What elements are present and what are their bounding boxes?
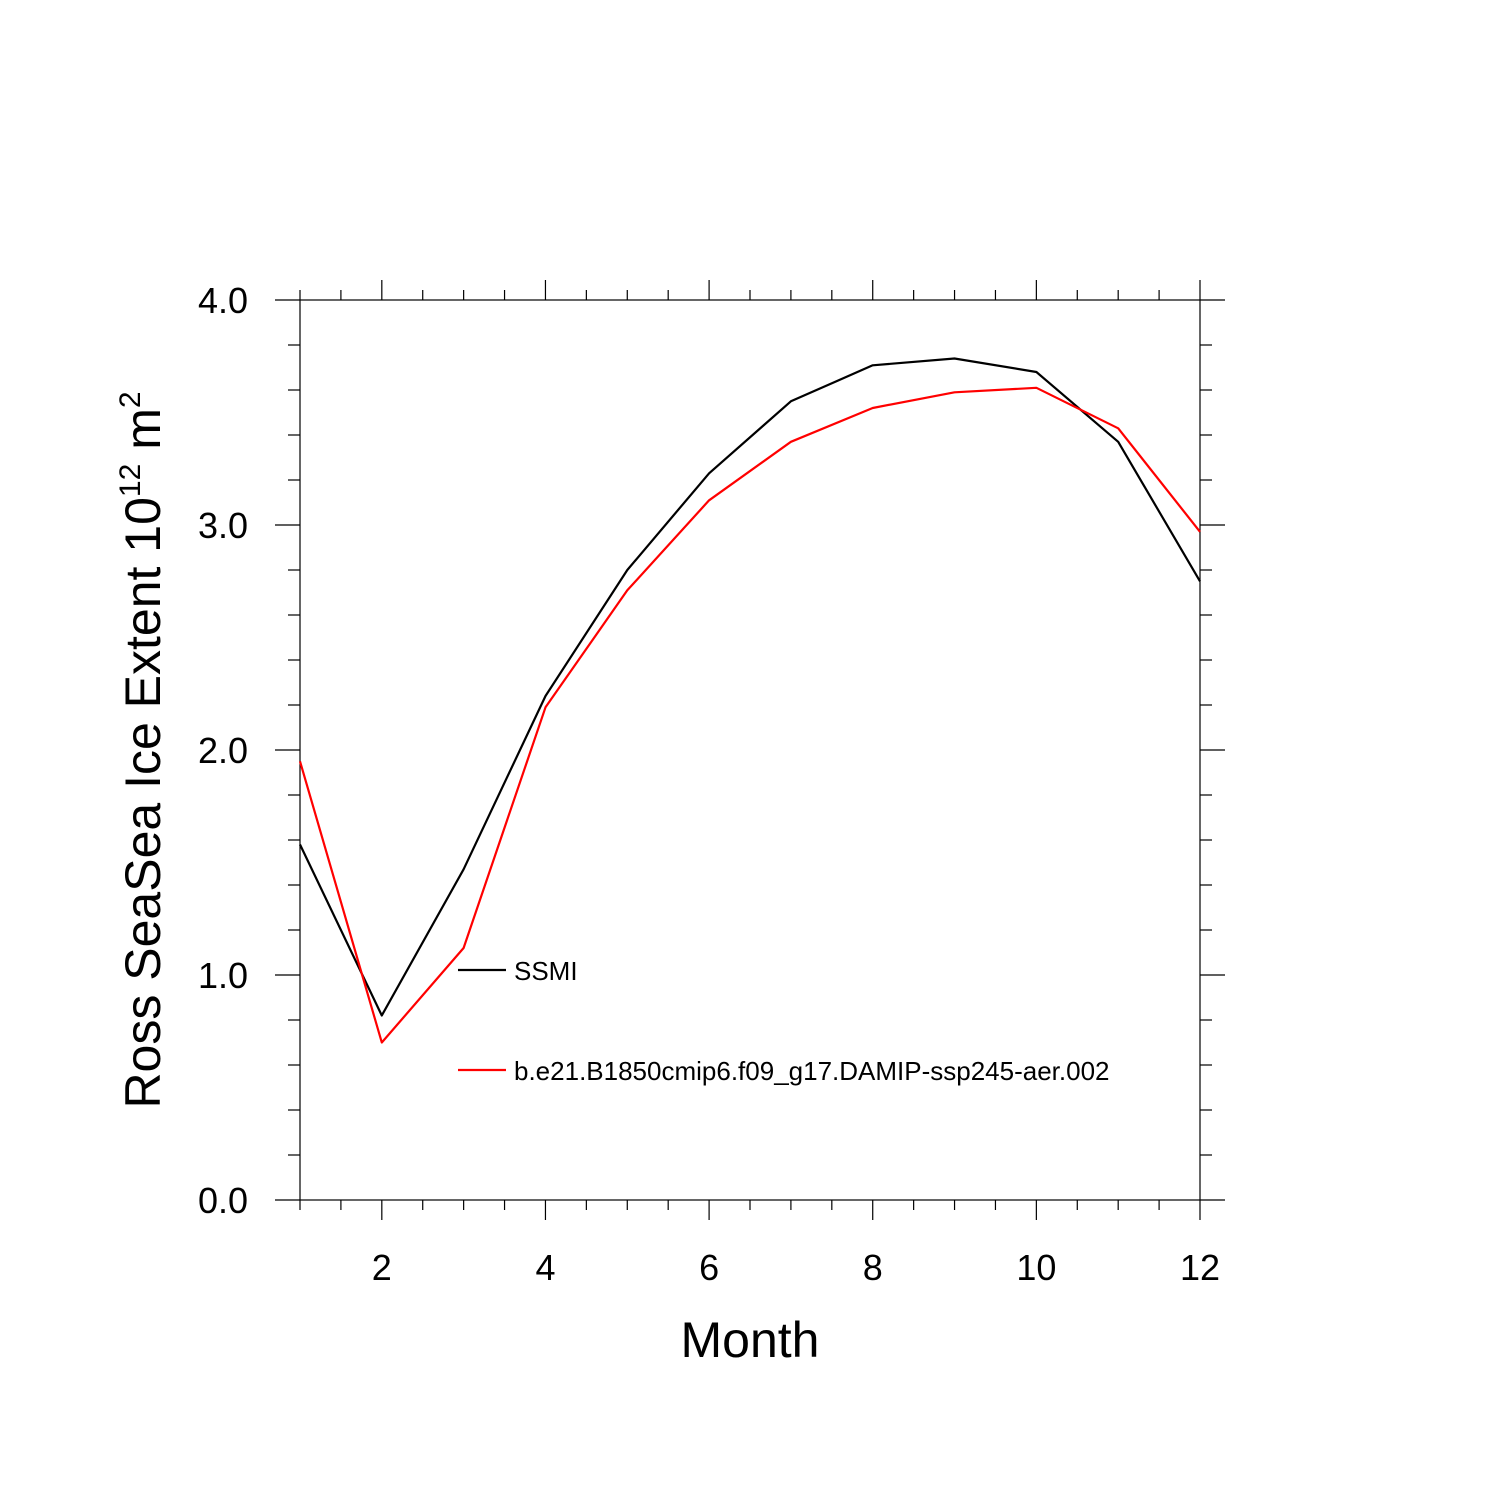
legend: SSMI b.e21.B1850cmip6.f09_g17.DAMIP-ssp24… (458, 956, 1110, 1086)
y-axis-title-unit-exponent: 2 (114, 391, 147, 408)
y-axis-title-unit: m (115, 408, 171, 464)
x-tick-label: 12 (1180, 1247, 1220, 1288)
y-axis-title-exponent: 12 (114, 464, 147, 497)
series-line-0 (299, 357, 1201, 1017)
x-tick-label: 2 (372, 1247, 392, 1288)
y-tick-label: 4.0 (198, 280, 248, 321)
y-tick-label: 0.0 (198, 1180, 248, 1221)
y-tick-label: 1.0 (198, 955, 248, 996)
x-tick-label: 4 (535, 1247, 555, 1288)
y-axis-title: Ross SeaSea Ice Extent 1012 m2 (114, 391, 171, 1108)
y-tick-label: 3.0 (198, 505, 248, 546)
x-tick-label: 6 (699, 1247, 719, 1288)
x-axis-title: Month (681, 1312, 820, 1368)
series-lines (298, 357, 1201, 1044)
legend-label-0: SSMI (514, 956, 578, 986)
y-tick-label: 2.0 (198, 730, 248, 771)
legend-label-1: b.e21.B1850cmip6.f09_g17.DAMIP-ssp245-ae… (514, 1056, 1110, 1086)
y-axis-title-prefix: Ross SeaSea Ice Extent 10 (115, 497, 171, 1108)
x-tick-label: 8 (863, 1247, 883, 1288)
x-tick-label: 10 (1016, 1247, 1056, 1288)
series-line-1 (298, 386, 1201, 1044)
axis-ticks: 2 4 6 8 10 12 0.0 1.0 2.0 3.0 4.0 (198, 280, 1225, 1288)
